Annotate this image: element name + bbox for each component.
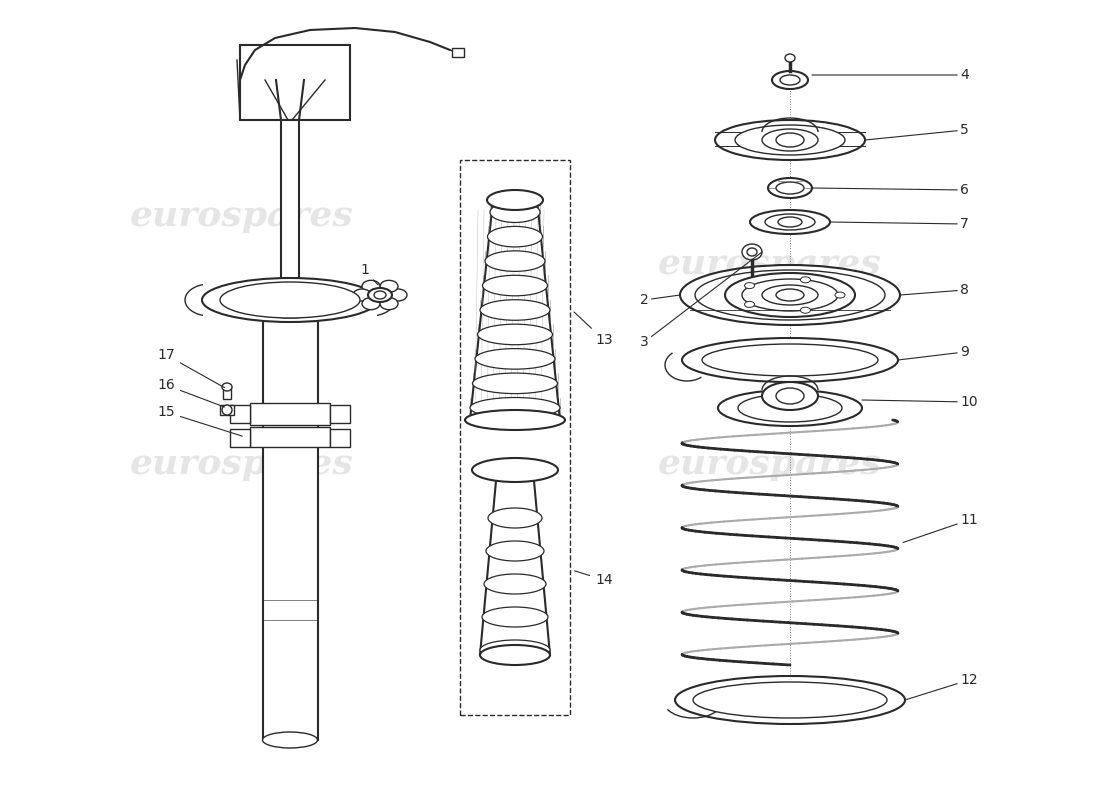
Ellipse shape xyxy=(480,640,550,660)
Ellipse shape xyxy=(263,732,318,748)
Ellipse shape xyxy=(725,273,855,317)
Bar xyxy=(223,387,231,399)
Ellipse shape xyxy=(768,178,812,198)
Ellipse shape xyxy=(738,394,842,422)
Text: 3: 3 xyxy=(640,252,762,349)
Ellipse shape xyxy=(702,344,878,376)
Ellipse shape xyxy=(780,75,800,85)
Ellipse shape xyxy=(776,388,804,404)
Ellipse shape xyxy=(263,302,318,318)
Bar xyxy=(220,405,234,415)
Ellipse shape xyxy=(486,541,544,561)
Ellipse shape xyxy=(379,298,398,310)
Text: 16: 16 xyxy=(157,378,224,407)
Ellipse shape xyxy=(675,676,905,724)
Text: 12: 12 xyxy=(905,673,978,700)
Bar xyxy=(263,310,318,740)
Bar xyxy=(250,403,330,425)
Text: 2: 2 xyxy=(640,293,680,307)
Ellipse shape xyxy=(222,405,232,415)
Bar xyxy=(330,429,350,447)
Ellipse shape xyxy=(480,300,550,320)
Ellipse shape xyxy=(742,244,762,260)
Text: 13: 13 xyxy=(574,312,613,347)
Ellipse shape xyxy=(776,289,804,301)
Ellipse shape xyxy=(747,248,757,256)
Text: eurospares: eurospares xyxy=(658,447,882,481)
Ellipse shape xyxy=(353,289,371,301)
Ellipse shape xyxy=(482,607,548,627)
Text: eurospares: eurospares xyxy=(130,447,354,481)
Text: 5: 5 xyxy=(865,123,969,140)
Bar xyxy=(250,427,330,447)
Text: 11: 11 xyxy=(903,513,978,542)
Ellipse shape xyxy=(374,291,386,299)
Ellipse shape xyxy=(484,574,546,594)
Bar xyxy=(330,405,350,423)
Ellipse shape xyxy=(490,202,540,222)
Text: 4: 4 xyxy=(812,68,969,82)
Ellipse shape xyxy=(480,645,550,665)
Ellipse shape xyxy=(762,129,818,151)
Text: 15: 15 xyxy=(157,405,242,436)
Ellipse shape xyxy=(745,282,755,289)
Ellipse shape xyxy=(487,190,543,210)
Text: 1: 1 xyxy=(360,263,378,285)
Text: 7: 7 xyxy=(830,217,969,231)
Ellipse shape xyxy=(362,280,380,292)
Ellipse shape xyxy=(778,217,802,227)
Ellipse shape xyxy=(682,338,898,382)
Ellipse shape xyxy=(475,349,556,369)
Ellipse shape xyxy=(735,125,845,155)
Bar xyxy=(460,160,570,715)
Ellipse shape xyxy=(379,280,398,292)
Ellipse shape xyxy=(776,133,804,147)
Ellipse shape xyxy=(485,251,544,271)
Text: 8: 8 xyxy=(900,283,969,297)
Ellipse shape xyxy=(762,285,818,305)
Bar xyxy=(240,45,350,120)
Ellipse shape xyxy=(368,288,392,302)
Ellipse shape xyxy=(680,265,900,325)
Ellipse shape xyxy=(772,71,808,89)
Ellipse shape xyxy=(764,214,815,230)
Ellipse shape xyxy=(362,298,380,310)
Text: 6: 6 xyxy=(812,183,969,197)
Ellipse shape xyxy=(488,508,542,528)
Ellipse shape xyxy=(835,292,845,298)
Bar xyxy=(280,120,299,320)
Ellipse shape xyxy=(389,289,407,301)
Ellipse shape xyxy=(465,410,565,430)
Ellipse shape xyxy=(745,302,755,307)
Ellipse shape xyxy=(801,277,811,282)
Ellipse shape xyxy=(785,54,795,62)
Text: 9: 9 xyxy=(898,345,969,360)
Ellipse shape xyxy=(220,282,360,318)
Ellipse shape xyxy=(801,307,811,314)
Ellipse shape xyxy=(742,279,838,311)
Ellipse shape xyxy=(473,373,558,394)
Text: 10: 10 xyxy=(862,395,978,409)
Bar xyxy=(230,405,250,423)
Ellipse shape xyxy=(776,182,804,194)
Ellipse shape xyxy=(487,226,542,247)
Ellipse shape xyxy=(750,210,830,234)
Ellipse shape xyxy=(472,458,558,482)
Ellipse shape xyxy=(483,275,548,296)
Ellipse shape xyxy=(718,390,862,426)
Ellipse shape xyxy=(477,324,552,345)
Ellipse shape xyxy=(715,120,865,160)
Ellipse shape xyxy=(222,383,232,391)
Ellipse shape xyxy=(762,382,818,410)
Ellipse shape xyxy=(202,278,378,322)
Ellipse shape xyxy=(470,398,560,418)
Bar xyxy=(452,48,464,57)
Text: eurospares: eurospares xyxy=(658,247,882,281)
Ellipse shape xyxy=(695,270,886,320)
Text: eurospares: eurospares xyxy=(130,199,354,233)
Text: 17: 17 xyxy=(157,348,224,388)
Text: 14: 14 xyxy=(574,571,613,587)
Ellipse shape xyxy=(693,682,887,718)
Bar xyxy=(230,429,250,447)
